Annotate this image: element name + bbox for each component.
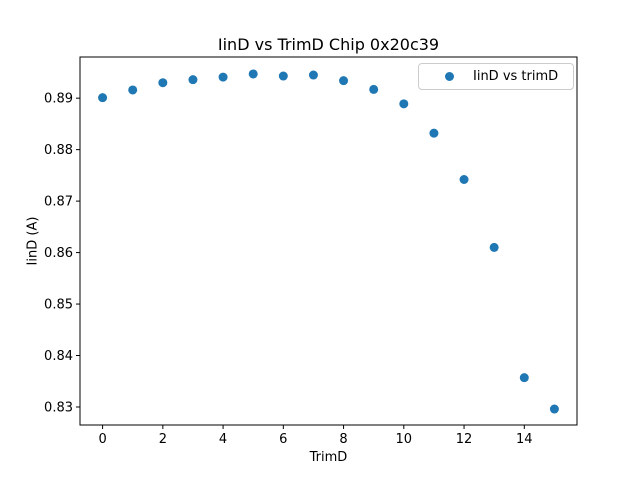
legend-label: IinD vs trimD bbox=[473, 69, 559, 84]
data-point bbox=[399, 99, 409, 109]
data-point bbox=[459, 174, 469, 184]
x-tick-label: 10 bbox=[396, 432, 413, 447]
data-point bbox=[218, 72, 228, 82]
axes-frame bbox=[79, 56, 578, 426]
chart-title: IinD vs TrimD Chip 0x20c39 bbox=[217, 35, 440, 54]
x-tick-label: 12 bbox=[456, 432, 473, 447]
y-tick-label: 0.85 bbox=[44, 298, 73, 313]
y-tick-label: 0.87 bbox=[44, 195, 73, 210]
y-tick-label: 0.88 bbox=[44, 143, 73, 158]
x-tick-label: 8 bbox=[339, 432, 347, 447]
data-point bbox=[369, 84, 379, 94]
data-point bbox=[158, 78, 168, 88]
x-tick-label: 4 bbox=[219, 432, 227, 447]
x-tick-label: 2 bbox=[159, 432, 167, 447]
y-tick-label: 0.89 bbox=[44, 92, 73, 107]
data-point bbox=[519, 373, 529, 383]
legend: IinD vs trimD bbox=[418, 63, 574, 90]
data-point bbox=[248, 69, 258, 79]
x-tick-label: 6 bbox=[279, 432, 287, 447]
data-point bbox=[98, 93, 108, 103]
y-tick-label: 0.83 bbox=[44, 400, 73, 415]
data-point bbox=[549, 404, 559, 414]
y-axis-label: IinD (A) bbox=[25, 216, 41, 266]
x-tick-label: 0 bbox=[98, 432, 106, 447]
data-point bbox=[308, 70, 318, 80]
data-point bbox=[429, 128, 439, 138]
data-point bbox=[188, 75, 198, 85]
legend-marker-icon bbox=[445, 72, 454, 81]
data-point bbox=[489, 242, 499, 252]
data-point bbox=[339, 76, 349, 86]
x-axis-label: TrimD bbox=[309, 450, 348, 465]
y-tick-label: 0.84 bbox=[44, 349, 73, 364]
data-point bbox=[278, 71, 288, 81]
y-tick-label: 0.86 bbox=[44, 246, 73, 261]
x-tick-label: 14 bbox=[516, 432, 533, 447]
data-point bbox=[128, 85, 138, 95]
